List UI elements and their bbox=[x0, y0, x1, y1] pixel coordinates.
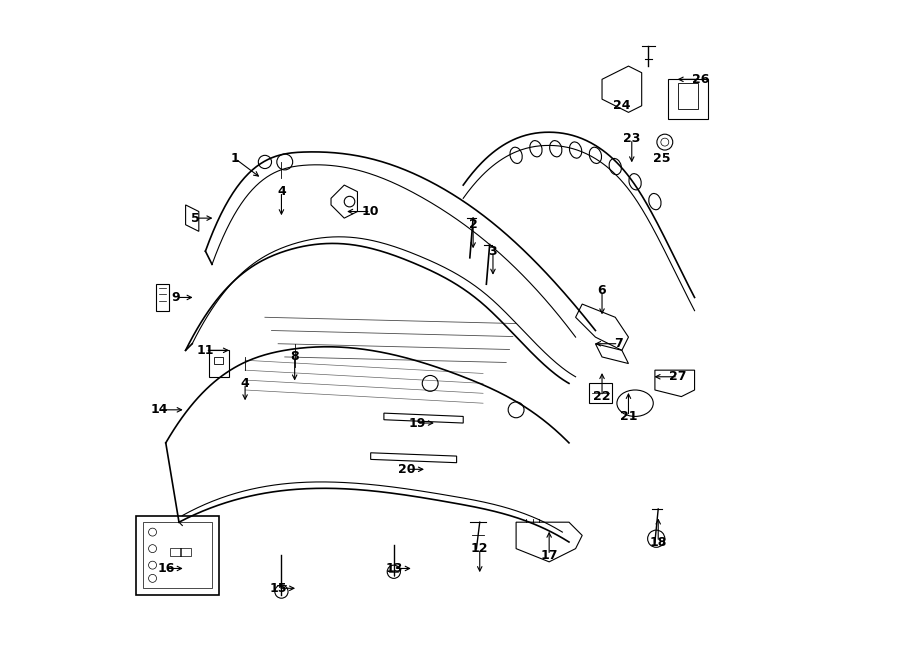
Text: 5: 5 bbox=[191, 212, 200, 225]
Ellipse shape bbox=[649, 194, 661, 210]
Ellipse shape bbox=[629, 174, 641, 190]
Text: 20: 20 bbox=[399, 463, 416, 476]
Text: 22: 22 bbox=[593, 390, 611, 403]
Text: 8: 8 bbox=[291, 350, 299, 364]
Text: 25: 25 bbox=[652, 152, 670, 165]
Text: 21: 21 bbox=[620, 410, 637, 423]
Text: 9: 9 bbox=[171, 291, 180, 304]
Text: 26: 26 bbox=[692, 73, 710, 86]
Text: 4: 4 bbox=[240, 377, 249, 390]
Text: 23: 23 bbox=[623, 132, 641, 145]
Text: 10: 10 bbox=[362, 205, 380, 218]
Text: 14: 14 bbox=[150, 403, 168, 416]
Bar bbox=[170, 548, 181, 556]
Text: 12: 12 bbox=[471, 542, 489, 555]
Ellipse shape bbox=[590, 147, 601, 163]
Ellipse shape bbox=[510, 147, 522, 163]
Ellipse shape bbox=[609, 159, 621, 175]
Text: 13: 13 bbox=[385, 562, 402, 575]
Text: 1: 1 bbox=[230, 152, 239, 165]
Ellipse shape bbox=[616, 390, 653, 416]
Text: 7: 7 bbox=[614, 337, 623, 350]
Ellipse shape bbox=[570, 142, 581, 158]
Text: 19: 19 bbox=[409, 416, 426, 430]
Text: 15: 15 bbox=[269, 582, 287, 595]
Text: 2: 2 bbox=[469, 218, 478, 231]
Text: 6: 6 bbox=[598, 284, 607, 297]
Ellipse shape bbox=[530, 141, 542, 157]
Bar bbox=[214, 357, 222, 364]
Text: 27: 27 bbox=[670, 370, 687, 383]
Text: 18: 18 bbox=[650, 535, 667, 549]
Text: 17: 17 bbox=[540, 549, 558, 562]
Bar bbox=[180, 548, 191, 556]
Ellipse shape bbox=[550, 141, 562, 157]
Text: 4: 4 bbox=[277, 185, 286, 198]
Text: 11: 11 bbox=[197, 344, 214, 357]
Text: 24: 24 bbox=[613, 99, 631, 112]
Text: 16: 16 bbox=[158, 562, 175, 575]
Text: 3: 3 bbox=[489, 245, 498, 258]
